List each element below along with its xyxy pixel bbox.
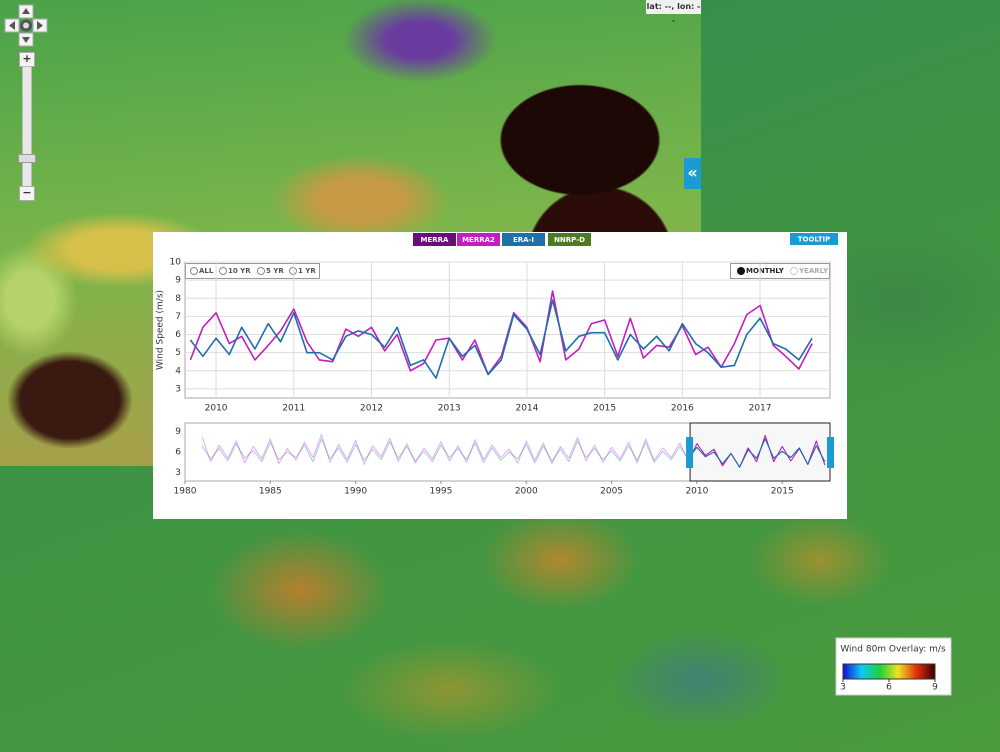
x-tick-label: 1985 — [259, 487, 282, 497]
dataset-label[interactable]: ERA-I — [513, 236, 534, 244]
selection-handle[interactable] — [827, 437, 834, 468]
range-label[interactable]: 10 YR — [228, 267, 251, 275]
x-tick-label: 1980 — [174, 487, 197, 497]
zoom-in[interactable]: + — [19, 52, 35, 67]
colorbar-title: Wind 80m Overlay: m/s — [840, 645, 946, 655]
dataset-label[interactable]: MERRA2 — [462, 236, 495, 244]
y-tick-label: 7 — [175, 312, 181, 322]
dataset-label[interactable]: MERRA — [421, 236, 450, 244]
range-label[interactable]: ALL — [199, 267, 214, 275]
y-tick-label: 3 — [175, 468, 181, 478]
x-tick-label: 2010 — [685, 487, 708, 497]
tooltip-label[interactable]: TOOLTIP — [798, 236, 831, 244]
dataset-label[interactable]: NNRP-D — [554, 236, 585, 244]
series-line — [189, 299, 813, 379]
y-tick-label: 10 — [170, 258, 182, 268]
y-tick-label: 6 — [175, 448, 181, 458]
series-line — [201, 438, 826, 468]
dataset-button[interactable] — [548, 233, 591, 246]
y-tick-label: 9 — [175, 427, 181, 437]
x-tick-label: 2005 — [600, 487, 623, 497]
collapse-button[interactable]: « — [684, 158, 701, 189]
y-tick-label: 9 — [175, 276, 181, 286]
range-radio[interactable] — [289, 267, 297, 275]
dataset-button[interactable] — [502, 233, 545, 246]
range-label[interactable]: 5 YR — [266, 267, 284, 275]
x-tick-label: 2010 — [205, 404, 228, 414]
y-tick-label: 5 — [175, 348, 181, 358]
y-tick-label: 3 — [175, 384, 181, 394]
y-tick-label: 6 — [175, 330, 181, 340]
x-tick-label: 1990 — [344, 487, 367, 497]
x-tick-label: 2012 — [360, 404, 383, 414]
period-radio[interactable] — [737, 267, 745, 275]
x-tick-label: 2013 — [438, 404, 461, 414]
dataset-button[interactable] — [457, 233, 500, 246]
x-tick-label: 1995 — [429, 487, 452, 497]
x-tick-label: 2000 — [515, 487, 538, 497]
zoom-knob[interactable] — [18, 154, 36, 163]
tooltip-button[interactable] — [790, 233, 838, 245]
x-tick-label: 2011 — [282, 404, 305, 414]
colorbar-tick-label: 3 — [840, 683, 846, 693]
selection-window[interactable] — [689, 422, 831, 482]
x-tick-label: 2014 — [515, 404, 538, 414]
y-tick-label: 4 — [175, 366, 181, 376]
dataset-button[interactable] — [413, 233, 456, 246]
x-tick-label: 2015 — [771, 487, 794, 497]
colorbar-tick-label: 9 — [932, 683, 938, 693]
period-label[interactable]: MONTHLY — [746, 267, 785, 275]
x-tick-label: 2017 — [749, 404, 772, 414]
colorbar — [842, 663, 936, 680]
range-radio[interactable] — [190, 267, 198, 275]
y-tick-label: 8 — [175, 294, 181, 304]
period-label[interactable]: YEARLY — [798, 267, 829, 275]
zoom-out[interactable]: − — [19, 186, 35, 201]
range-radio[interactable] — [219, 267, 227, 275]
coordinates: lat: --, lon: -- — [646, 0, 701, 25]
x-tick-label: 2015 — [593, 404, 616, 414]
selection-handle[interactable] — [686, 437, 694, 468]
y-axis-label: Wind Speed (m/s) — [156, 290, 166, 370]
range-radio[interactable] — [257, 267, 265, 275]
series-line — [189, 290, 813, 376]
x-tick-label: 2016 — [671, 404, 694, 414]
range-label[interactable]: 1 YR — [298, 267, 316, 275]
pan-control[interactable] — [0, 0, 50, 50]
colorbar-tick-label: 6 — [886, 683, 892, 693]
period-radio[interactable] — [790, 267, 798, 275]
